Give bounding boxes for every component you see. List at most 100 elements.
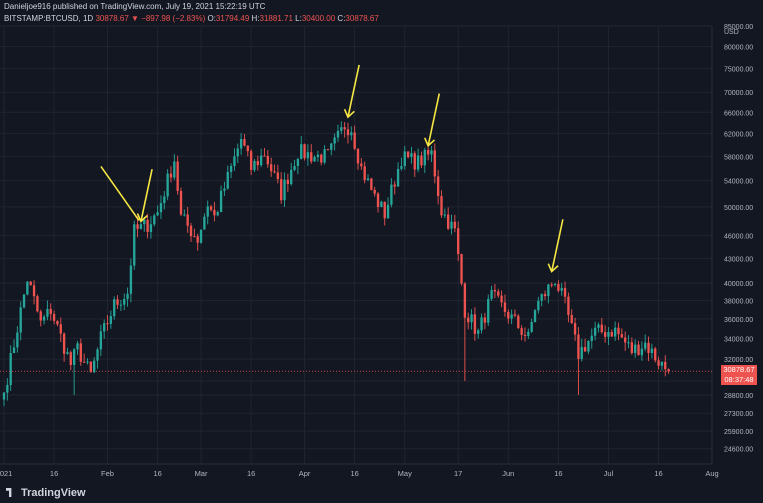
brand-label: TradingView (21, 487, 86, 499)
candle-body (243, 139, 246, 146)
candle-body (163, 196, 166, 204)
candle-body (213, 209, 216, 216)
price-tag-value: 30878.67 (721, 365, 757, 376)
candle-body (603, 332, 607, 337)
candle-body (126, 293, 129, 300)
candle-body (593, 327, 597, 336)
x-tick-label: 2021 (0, 469, 12, 478)
candle-body (563, 288, 567, 297)
y-tick-label: 75000.00 (724, 67, 753, 74)
footer-bar (0, 482, 763, 503)
x-tick-label: Jun (502, 469, 514, 478)
candle-body (229, 165, 233, 172)
candle-body (573, 323, 577, 335)
candle-body (433, 150, 436, 177)
y-tick-label: 43000.00 (724, 256, 753, 263)
candle-body (330, 143, 333, 150)
candle-body (103, 323, 106, 332)
candle-body (143, 219, 146, 225)
candle-body (637, 344, 640, 356)
candle-body (420, 155, 423, 166)
annotation-arrow (550, 219, 564, 272)
price-tag-countdown: 08:37:48 (721, 375, 757, 386)
candle-body (259, 155, 263, 166)
candle-body (193, 236, 196, 238)
candle-body (560, 288, 563, 291)
candle-body (507, 311, 510, 319)
candle-body (503, 302, 507, 312)
candle-body (457, 228, 460, 254)
candle-body (493, 289, 497, 292)
candle-body (360, 163, 363, 167)
candle-body (570, 314, 573, 324)
candle-body (430, 150, 433, 155)
symbol-label[interactable]: BITSTAMP:BTCUSD, 1D (4, 14, 94, 23)
x-tick-label: 16 (554, 469, 562, 478)
candle-body (29, 281, 32, 286)
candle-body (136, 224, 139, 229)
annotation-arrow-head (136, 213, 148, 223)
candle-body (547, 284, 550, 297)
candle-body (590, 335, 593, 342)
candle-body (513, 314, 517, 316)
candle-body (226, 171, 229, 189)
candle-body (89, 361, 92, 373)
candle-body (189, 225, 193, 237)
candle-body (280, 179, 283, 201)
candle-body (634, 344, 637, 353)
candle-body (440, 196, 443, 216)
candle-body (253, 161, 256, 171)
candle-body (340, 127, 343, 131)
candle-body (26, 281, 29, 295)
candle-body (9, 352, 12, 385)
candle-body (644, 342, 647, 349)
candle-body (46, 308, 49, 317)
candle-body (82, 361, 86, 363)
y-tick-label: 34000.00 (724, 336, 753, 343)
candle-body (467, 317, 470, 323)
tradingview-logo[interactable]: TradingView (6, 487, 86, 499)
candle-body (350, 132, 353, 136)
candle-body (22, 294, 26, 308)
tradingview-logo-icon (6, 488, 12, 497)
candle-body (6, 384, 9, 393)
candle-body (42, 316, 46, 321)
candle-body (520, 328, 523, 335)
candle-body (356, 148, 360, 164)
candle-body (530, 322, 533, 332)
candle-body (630, 342, 634, 353)
candle-body (463, 283, 467, 318)
candle-body (523, 334, 527, 336)
candle-body (543, 294, 547, 297)
x-tick-label: 16 (654, 469, 662, 478)
candle-body (293, 165, 296, 170)
candle-body (450, 221, 453, 229)
candle-body (303, 144, 306, 159)
candle-body (93, 360, 96, 373)
candle-body (577, 334, 580, 359)
candle-body (423, 149, 426, 166)
y-tick-label: 38000.00 (724, 298, 753, 305)
candle-body (32, 285, 36, 297)
candle-body (310, 152, 313, 162)
candle-body (600, 324, 603, 333)
candle-body (283, 179, 286, 201)
candle-body (86, 361, 89, 363)
candle-body (300, 144, 303, 159)
candle-body (403, 151, 406, 167)
candle-body (49, 308, 52, 314)
candle-body (497, 291, 500, 296)
candle-body (290, 169, 293, 185)
candle-body (59, 324, 62, 334)
candle-body (239, 139, 243, 149)
candle-body (654, 348, 657, 361)
candle-body (223, 188, 226, 191)
candle-body (69, 352, 72, 365)
candle-body (19, 307, 22, 333)
candle-body (176, 161, 179, 191)
candle-body (119, 304, 123, 306)
y-tick-label: 62000.00 (724, 132, 753, 139)
x-tick-label: Jul (604, 469, 614, 478)
x-tick-label: Apr (299, 469, 311, 478)
